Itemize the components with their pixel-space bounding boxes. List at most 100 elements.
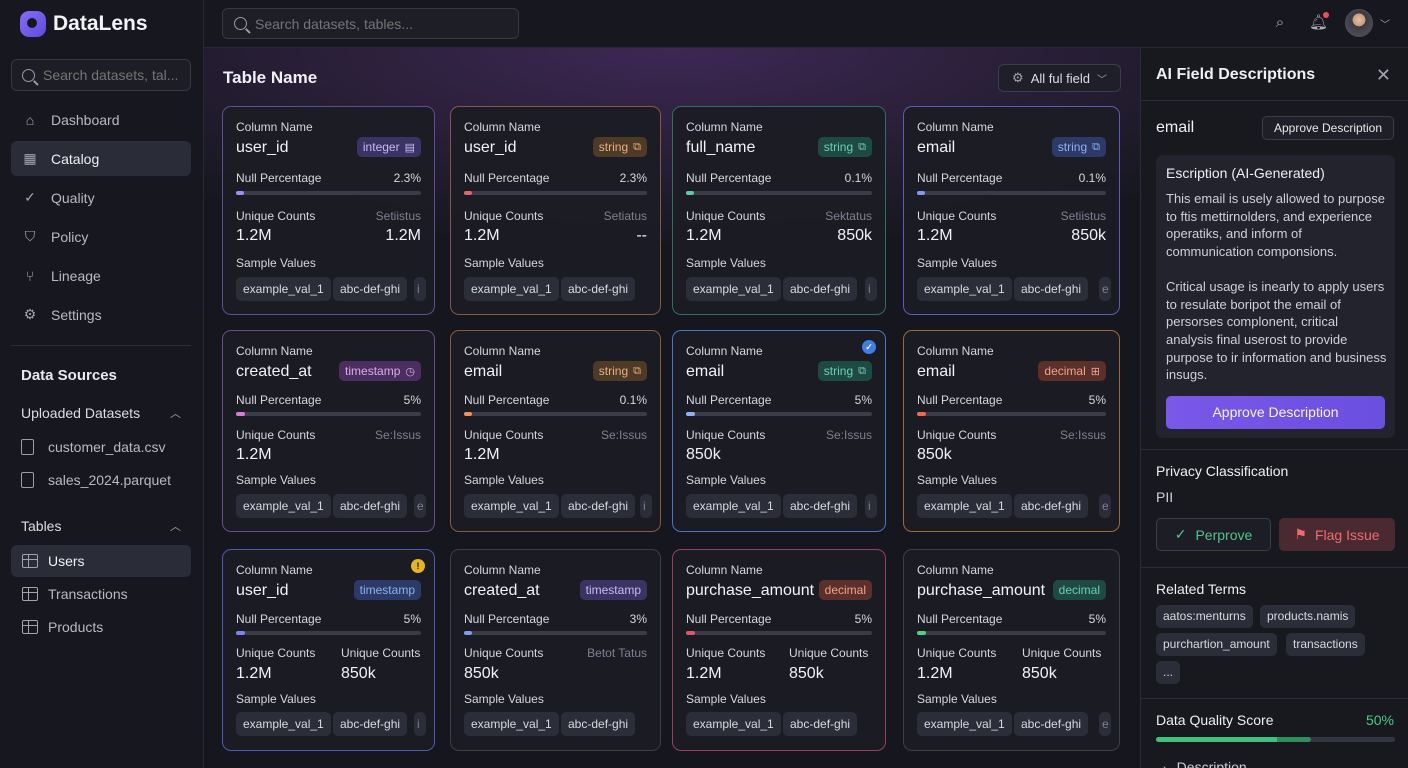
null-percentage-bar (236, 191, 421, 195)
sample-value-chip: e (1099, 277, 1111, 301)
table-icon (22, 587, 38, 601)
nav-policy[interactable]: ⛉ Policy (11, 219, 191, 254)
sample-value-chip: abc-def-ghi (783, 712, 858, 736)
dataset-sales-2024[interactable]: sales_2024.parquet (21, 472, 171, 488)
tables-toggle[interactable]: Tables ︿ (21, 518, 181, 534)
description-section-toggle[interactable]: › Description (1163, 759, 1247, 768)
type-badge: timestamp (579, 580, 647, 600)
table-item-transactions[interactable]: Transactions (11, 578, 191, 610)
unique-counts-label: Unique Counts (236, 428, 316, 442)
related-term-chip[interactable]: products.namis (1260, 605, 1356, 628)
column-card[interactable]: Column Name user_id integer ▤ Null Perce… (222, 106, 435, 315)
related-term-chip[interactable]: transactions (1286, 633, 1365, 656)
column-card[interactable]: Column Name created_at timestamp ◷ Null … (222, 330, 435, 532)
related-term-chip[interactable]: aatos:menturns (1156, 605, 1253, 628)
nav-catalog[interactable]: ▦ Catalog (11, 141, 191, 176)
sample-values-label: Sample Values (917, 473, 997, 487)
approve-classification-button[interactable]: ✓ Perprove (1156, 518, 1271, 551)
column-name: user_id (236, 139, 289, 156)
type-label: decimal (1058, 583, 1100, 597)
unique-counts-value: 850k (464, 665, 499, 682)
table-item-users[interactable]: Users (11, 545, 191, 577)
column-name: email (917, 139, 956, 156)
flag-issue-label: Flag Issue (1314, 526, 1380, 543)
table-item-products[interactable]: Products (11, 611, 191, 643)
unique-counts-value: 1.2M (917, 227, 953, 244)
column-name-label: Column Name (464, 563, 541, 577)
null-percentage-fill (686, 191, 694, 195)
unique-counts-value: 1.2M (686, 227, 722, 244)
approve-description-button-small[interactable]: Approve Description (1262, 116, 1394, 140)
flag-issue-button[interactable]: ⚑ Flag Issue (1279, 518, 1395, 551)
approve-description-button[interactable]: Approve Description (1166, 396, 1385, 429)
type-label: string (823, 364, 854, 378)
secondary-label: Unique Counts (789, 646, 869, 660)
column-name-label: Column Name (686, 120, 763, 134)
null-percentage-fill (236, 631, 246, 635)
sample-value-chip: example_val_1 (686, 277, 781, 301)
global-search[interactable] (222, 8, 519, 39)
nav-dashboard[interactable]: ⌂ Dashboard (11, 102, 191, 137)
table-icon (22, 554, 38, 568)
null-percentage-bar (236, 412, 421, 416)
null-percentage-fill (464, 631, 472, 635)
column-card[interactable]: Column Name purchase_amount decimal Null… (672, 549, 886, 751)
column-card[interactable]: Column Name full_name string ⧉ Null Perc… (672, 106, 886, 315)
chevron-up-icon: ︿ (170, 408, 181, 420)
column-card[interactable]: Column Name user_id string ⧉ Null Percen… (450, 106, 661, 315)
sample-value-chip: example_val_1 (917, 712, 1012, 736)
column-card[interactable]: Column Name email string ⧉ Null Percenta… (903, 106, 1120, 315)
sidebar-search-input[interactable] (43, 67, 183, 83)
field-filter-dropdown[interactable]: ⚙ All ful field ﹀ (998, 64, 1121, 92)
type-badge: decimal ⊞ (1038, 361, 1106, 381)
nav-settings[interactable]: ⚙ Settings (11, 297, 191, 332)
nav-label: Policy (51, 228, 89, 245)
null-percentage-fill (464, 412, 472, 416)
avatar[interactable] (1345, 9, 1373, 37)
data-quality-bar (1156, 737, 1395, 742)
sample-value-chip: e (1099, 494, 1111, 518)
related-term-chip[interactable]: ... (1156, 661, 1181, 684)
column-card[interactable]: Column Name purchase_amount decimal Null… (903, 549, 1120, 751)
null-percentage-value: 0.1% (619, 393, 647, 407)
uploaded-datasets-toggle[interactable]: Uploaded Datasets ︿ (21, 405, 181, 421)
sample-value-chip: example_val_1 (686, 494, 781, 518)
chevron-down-icon[interactable]: ﹀ (1380, 20, 1390, 31)
column-name: user_id (236, 582, 289, 599)
app-logo[interactable]: DataLens (20, 11, 148, 37)
close-icon[interactable]: ✕ (1375, 65, 1391, 85)
related-term-chip[interactable]: purchartion_amount (1156, 633, 1277, 656)
column-card[interactable]: Column Name user_id timestamp Null Perce… (222, 549, 435, 751)
sidebar-search[interactable] (11, 59, 191, 91)
sample-value-chip: abc-def-ghi (1014, 277, 1089, 301)
nav-lineage[interactable]: ⑂ Lineage (11, 258, 191, 293)
nav-quality[interactable]: ✓ Quality (11, 180, 191, 215)
inspect-icon[interactable]: ⌕ (1275, 14, 1285, 31)
dataset-customer-data[interactable]: customer_data.csv (21, 439, 166, 455)
type-badge: decimal (1052, 580, 1106, 600)
null-percentage-label: Null Percentage (686, 393, 772, 407)
description-heading: Escription (AI-Generated) (1166, 165, 1325, 181)
global-search-input[interactable] (255, 15, 505, 32)
null-percentage-fill (917, 412, 927, 416)
column-card[interactable]: Column Name email decimal ⊞ Null Percent… (903, 330, 1120, 532)
null-percentage-label: Null Percentage (236, 393, 322, 407)
nav-label: Lineage (51, 267, 101, 284)
sample-values-label: Sample Values (236, 256, 316, 270)
null-percentage-value: 2.3% (393, 171, 421, 185)
type-badge: string ⧉ (817, 361, 872, 381)
null-percentage-label: Null Percentage (236, 171, 322, 185)
null-percentage-value: 5% (1088, 393, 1106, 407)
column-card[interactable]: Column Name email string ⧉ Null Percenta… (450, 330, 661, 532)
column-name-label: Column Name (686, 344, 763, 358)
sample-value-chip: e (414, 494, 426, 518)
secondary-label: Unique Counts (1022, 646, 1102, 660)
sample-value-chip: abc-def-ghi (1014, 494, 1089, 518)
column-card[interactable]: Column Name created_at timestamp Null Pe… (450, 549, 661, 751)
null-percentage-label: Null Percentage (464, 393, 550, 407)
column-card[interactable]: Column Name email string ⧉ Null Percenta… (672, 330, 886, 532)
type-icon: ⧉ (633, 364, 641, 377)
app-name: DataLens (53, 12, 148, 35)
bell-icon[interactable]: 🔔︎ (1309, 12, 1329, 31)
page-title: Table Name (223, 68, 318, 87)
